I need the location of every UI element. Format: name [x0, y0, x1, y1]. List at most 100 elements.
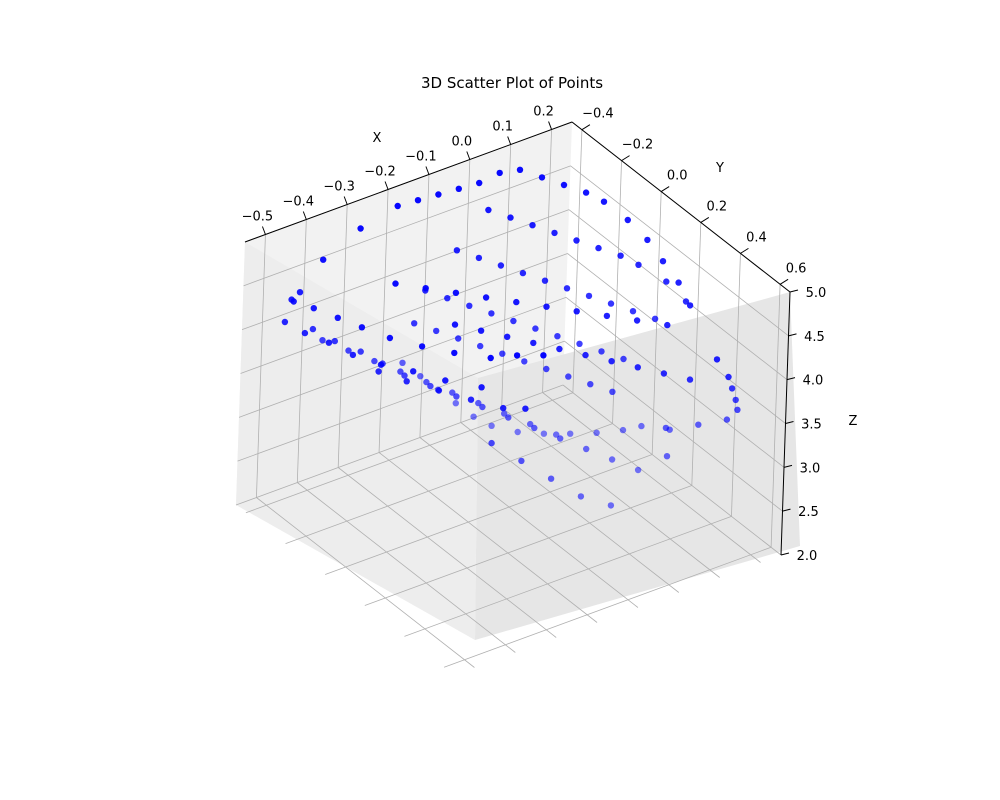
data-point [505, 414, 512, 421]
x-tick-label: 0.0 [451, 135, 472, 150]
data-point [619, 426, 627, 434]
data-point [504, 333, 511, 340]
z-tick-mark [780, 552, 790, 556]
data-point [518, 457, 525, 465]
data-point [476, 179, 483, 187]
y-tick-label: 0.0 [667, 169, 688, 184]
data-point [455, 185, 462, 192]
data-point [519, 269, 527, 277]
data-point [607, 300, 615, 307]
data-point [451, 349, 458, 357]
data-point [732, 396, 739, 404]
data-point [399, 359, 406, 366]
data-point [281, 318, 289, 326]
data-point [725, 373, 732, 381]
data-point [557, 435, 564, 442]
data-point [485, 206, 492, 214]
data-point [392, 280, 399, 287]
grid-line-y [443, 546, 772, 668]
data-point [554, 333, 561, 340]
data-point [296, 289, 304, 296]
data-point [325, 339, 333, 346]
data-point [488, 439, 495, 447]
data-point [501, 410, 508, 417]
data-point [478, 384, 485, 391]
data-point [682, 298, 690, 305]
data-point [496, 169, 503, 177]
data-point [664, 321, 671, 329]
y-axis-line [571, 121, 791, 293]
chart-title: 3D Scatter Plot of Points [421, 74, 603, 92]
data-point [560, 181, 568, 189]
data-point [629, 308, 637, 315]
data-point [598, 348, 605, 355]
grid-line-z [562, 384, 782, 556]
z-tick-label: 4.0 [803, 374, 824, 389]
data-point [662, 424, 670, 432]
data-point [310, 305, 317, 312]
y-tick-mark [700, 217, 710, 223]
z-tick-mark [789, 289, 799, 293]
grid-line-z [570, 165, 789, 337]
grid-line-z [241, 209, 570, 331]
x-axis-line [244, 121, 573, 243]
grid-line-x [460, 422, 680, 593]
y-tick-mark [779, 278, 789, 285]
data-point [401, 372, 408, 379]
data-point [644, 236, 651, 244]
z-tick-label: 3.5 [801, 418, 822, 433]
data-point [617, 252, 624, 259]
y-tick-mark [660, 186, 670, 192]
grid-line-y [404, 515, 732, 637]
z-tick-mark [782, 508, 791, 512]
data-point [319, 337, 326, 344]
y-tick-label: 0.2 [706, 199, 727, 214]
grid-line-z [565, 297, 785, 468]
data-point [608, 456, 616, 463]
data-point [607, 502, 615, 509]
data-point [410, 368, 417, 375]
z-tick-label: 5.0 [806, 286, 827, 301]
x-tick-mark [384, 181, 389, 190]
data-point [513, 352, 521, 359]
grid-line-y [325, 454, 653, 575]
x-tick-label: −0.5 [242, 210, 274, 225]
grid-line-y [245, 392, 574, 514]
data-point [583, 445, 590, 453]
data-point [516, 166, 524, 173]
x-tick-mark [343, 196, 348, 205]
grid-line-x [419, 437, 639, 608]
data-point [453, 393, 460, 400]
data-point [467, 396, 475, 403]
data-point [660, 370, 668, 377]
data-point [567, 430, 574, 437]
grid-line-z [243, 165, 571, 287]
data-point [723, 416, 731, 423]
data-point [320, 256, 327, 263]
data-point [556, 345, 563, 353]
data-point [635, 261, 642, 268]
data-point [553, 431, 560, 438]
data-point [394, 202, 401, 210]
data-point [427, 382, 434, 390]
data-point [482, 294, 490, 301]
data-point [309, 325, 317, 333]
data-point [540, 352, 547, 359]
data-point [452, 400, 459, 407]
data-point [608, 358, 615, 365]
data-point [634, 466, 642, 474]
x-tick-mark [261, 226, 266, 235]
data-point [513, 298, 520, 306]
data-point [477, 342, 484, 350]
data-point [573, 237, 580, 244]
data-point [600, 198, 608, 205]
data-point [433, 327, 440, 335]
data-point [522, 405, 529, 412]
data-points [281, 166, 741, 509]
data-point [633, 317, 641, 324]
data-point [585, 292, 593, 300]
z-tick-mark [786, 377, 796, 381]
x-tick-label: 0.2 [533, 105, 554, 120]
grid-line-x [337, 467, 557, 638]
